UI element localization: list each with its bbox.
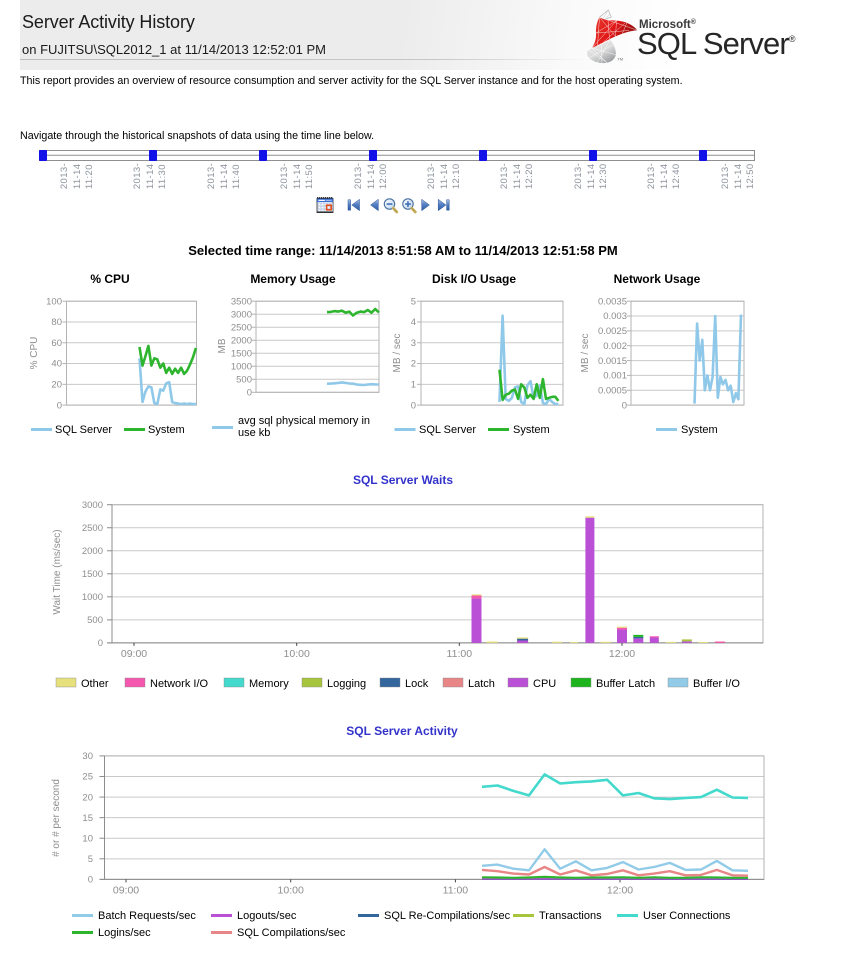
svg-text:TM: TM xyxy=(618,58,623,62)
svg-text:0: 0 xyxy=(411,400,416,411)
svg-text:Network I/O: Network I/O xyxy=(150,678,209,690)
svg-text:5: 5 xyxy=(411,296,416,307)
svg-text:500: 500 xyxy=(236,374,252,385)
svg-text:12:00: 12:00 xyxy=(609,648,635,660)
svg-text:% CPU: % CPU xyxy=(29,337,40,370)
svg-text:12:00: 12:00 xyxy=(607,884,633,896)
svg-text:MB: MB xyxy=(217,338,228,353)
svg-text:0: 0 xyxy=(57,400,62,411)
svg-text:use kb: use kb xyxy=(238,427,270,439)
svg-text:0: 0 xyxy=(247,388,252,399)
svg-text:1000: 1000 xyxy=(231,361,252,372)
svg-text:1500: 1500 xyxy=(231,348,252,359)
svg-text:3: 3 xyxy=(411,338,416,349)
svg-text:Memory Usage: Memory Usage xyxy=(250,272,336,286)
svg-text:SQL Server: SQL Server xyxy=(55,424,112,436)
svg-text:User Connections: User Connections xyxy=(643,910,731,922)
svg-text:Batch Requests/sec: Batch Requests/sec xyxy=(98,910,196,922)
svg-text:Wait Time (ms/sec): Wait Time (ms/sec) xyxy=(52,529,63,614)
svg-text:100: 100 xyxy=(46,296,62,307)
svg-text:15: 15 xyxy=(82,813,93,824)
svg-text:SQL Server: SQL Server xyxy=(419,424,476,436)
svg-text:0.001: 0.001 xyxy=(603,371,627,382)
svg-text:500: 500 xyxy=(87,615,103,626)
svg-text:% CPU: % CPU xyxy=(90,272,129,286)
svg-text:# or # per second: # or # per second xyxy=(51,779,62,857)
svg-text:System: System xyxy=(148,424,185,436)
svg-text:Disk I/O Usage: Disk I/O Usage xyxy=(432,272,516,286)
svg-text:30: 30 xyxy=(82,751,93,762)
svg-text:0.0005: 0.0005 xyxy=(598,385,627,396)
svg-text:0: 0 xyxy=(88,875,93,886)
svg-text:2500: 2500 xyxy=(231,322,252,333)
svg-text:SQL Re-Compilations/sec: SQL Re-Compilations/sec xyxy=(384,910,511,922)
svg-text:Memory: Memory xyxy=(249,678,289,690)
svg-text:System: System xyxy=(681,424,718,436)
svg-text:MB / sec: MB / sec xyxy=(580,334,591,373)
svg-text:0: 0 xyxy=(622,400,627,411)
svg-text:Lock: Lock xyxy=(405,678,429,690)
svg-text:0.0025: 0.0025 xyxy=(598,326,627,337)
svg-text:1500: 1500 xyxy=(82,569,103,580)
svg-text:10:00: 10:00 xyxy=(278,884,304,896)
svg-text:SQL Server Waits: SQL Server Waits xyxy=(353,473,453,487)
svg-text:Logging: Logging xyxy=(327,678,366,690)
svg-text:3000: 3000 xyxy=(82,500,103,511)
svg-text:09:00: 09:00 xyxy=(121,648,147,660)
svg-text:0.002: 0.002 xyxy=(603,341,627,352)
svg-text:Buffer Latch: Buffer Latch xyxy=(596,678,655,690)
svg-text:4: 4 xyxy=(411,317,416,328)
svg-text:SQL Server Activity: SQL Server Activity xyxy=(346,724,458,738)
svg-text:11:00: 11:00 xyxy=(443,884,469,896)
svg-text:2: 2 xyxy=(411,359,416,370)
svg-text:1: 1 xyxy=(411,380,416,391)
svg-text:0.003: 0.003 xyxy=(603,311,627,322)
svg-text:10:00: 10:00 xyxy=(284,648,310,660)
svg-text:System: System xyxy=(513,424,550,436)
svg-text:60: 60 xyxy=(51,338,62,349)
svg-text:5: 5 xyxy=(88,854,93,865)
svg-text:Network Usage: Network Usage xyxy=(614,272,701,286)
svg-text:09:00: 09:00 xyxy=(113,884,139,896)
svg-text:SQL Compilations/sec: SQL Compilations/sec xyxy=(237,927,346,939)
svg-text:avg sql physical memory in: avg sql physical memory in xyxy=(238,415,370,427)
svg-text:20: 20 xyxy=(82,792,93,803)
svg-text:3000: 3000 xyxy=(231,309,252,320)
svg-text:Logins/sec: Logins/sec xyxy=(98,927,151,939)
svg-text:0: 0 xyxy=(98,638,103,649)
svg-text:CPU: CPU xyxy=(533,678,556,690)
svg-text:2500: 2500 xyxy=(82,523,103,534)
svg-text:Buffer I/O: Buffer I/O xyxy=(693,678,740,690)
svg-text:Latch: Latch xyxy=(468,678,495,690)
svg-text:Transactions: Transactions xyxy=(539,910,602,922)
svg-text:25: 25 xyxy=(82,772,93,783)
svg-text:3500: 3500 xyxy=(231,296,252,307)
svg-text:0.0035: 0.0035 xyxy=(598,296,627,307)
svg-text:MB / sec: MB / sec xyxy=(392,334,403,373)
svg-text:40: 40 xyxy=(51,359,62,370)
svg-text:0.0015: 0.0015 xyxy=(598,356,627,367)
svg-text:Other: Other xyxy=(81,678,109,690)
svg-text:20: 20 xyxy=(51,380,62,391)
svg-text:Logouts/sec: Logouts/sec xyxy=(237,910,297,922)
svg-text:11:00: 11:00 xyxy=(447,648,473,660)
svg-text:10: 10 xyxy=(82,833,93,844)
svg-text:1000: 1000 xyxy=(82,592,103,603)
svg-text:80: 80 xyxy=(51,317,62,328)
svg-text:2000: 2000 xyxy=(82,546,103,557)
svg-text:2000: 2000 xyxy=(231,335,252,346)
